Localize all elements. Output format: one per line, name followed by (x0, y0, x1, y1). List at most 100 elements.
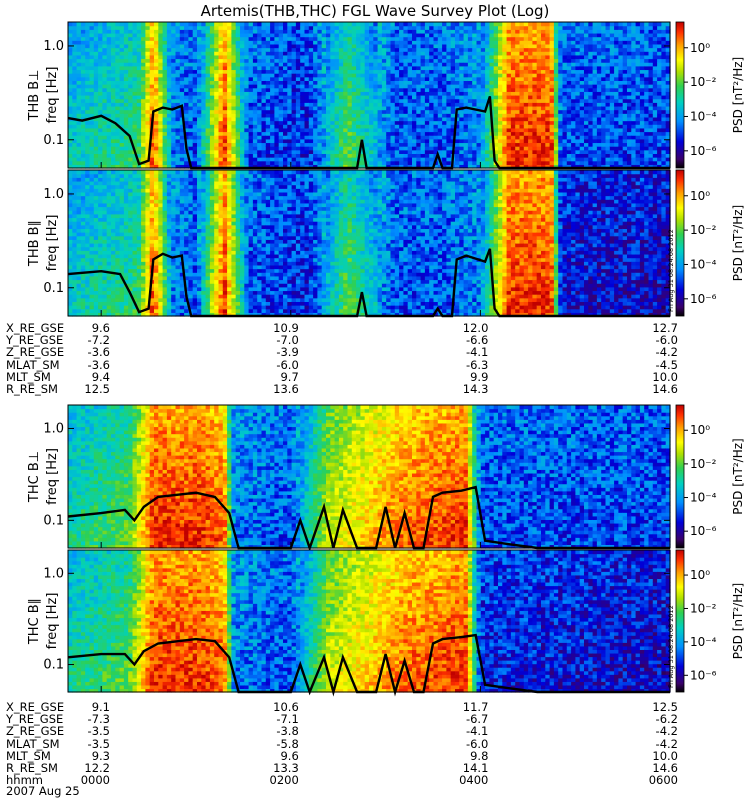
heatmap-cell (192, 142, 198, 147)
heatmap-cell (261, 32, 267, 38)
heatmap-cell (102, 58, 108, 63)
heatmap-cell (330, 124, 336, 129)
heatmap-cell (489, 69, 495, 74)
heatmap-cell (128, 146, 134, 151)
heatmap-cell (252, 124, 258, 129)
heatmap-cell (442, 109, 447, 114)
heatmap-cell (476, 124, 482, 129)
heatmap-cell (416, 73, 422, 78)
heatmap-cell (235, 98, 241, 103)
heatmap-cell (158, 73, 164, 78)
heatmap-cell (416, 69, 422, 74)
heatmap-cell (141, 124, 146, 129)
heatmap-cell (171, 91, 177, 96)
heatmap-cell (360, 47, 366, 52)
heatmap-cell (588, 54, 594, 60)
heatmap-cell (111, 127, 116, 133)
heatmap-cell (257, 87, 263, 92)
heatmap-cell (467, 120, 473, 125)
heatmap-cell (429, 124, 435, 129)
heatmap-cell (89, 124, 95, 129)
heatmap-cell (270, 164, 275, 169)
heatmap-cell (351, 40, 357, 45)
heatmap-cell (308, 87, 314, 92)
heatmap-cell (98, 160, 103, 165)
heatmap-cell (244, 54, 250, 60)
heatmap-cell (536, 109, 542, 114)
heatmap-cell (523, 43, 529, 49)
heatmap-cell (476, 51, 482, 56)
heatmap-cell (412, 138, 417, 144)
heatmap-cell (119, 62, 125, 67)
heatmap-cell (373, 65, 379, 71)
heatmap-cell (106, 127, 112, 133)
heatmap-cell (596, 62, 602, 67)
heatmap-cell (545, 157, 551, 162)
heatmap-cell (450, 105, 456, 111)
heatmap-cell (72, 47, 78, 52)
heatmap-cell (89, 22, 95, 27)
heatmap-cell (584, 80, 589, 85)
heatmap-cell (123, 29, 129, 34)
heatmap-cell (399, 98, 404, 103)
heatmap-cell (89, 157, 95, 162)
heatmap-cell (326, 36, 331, 41)
heatmap-cell (334, 149, 340, 154)
heatmap-cell (115, 65, 121, 71)
heatmap-cell (252, 98, 258, 103)
heatmap-cell (119, 153, 125, 158)
heatmap-cell (429, 40, 435, 45)
heatmap-cell (545, 25, 551, 30)
heatmap-cell (381, 149, 387, 154)
heatmap-cell (373, 80, 379, 85)
heatmap-cell (562, 138, 568, 144)
heatmap-cell (523, 87, 529, 92)
heatmap-cell (476, 58, 482, 63)
heatmap-cell (209, 127, 215, 133)
heatmap-cell (532, 47, 538, 52)
heatmap-cell (364, 32, 370, 38)
heatmap-cell (330, 127, 336, 133)
heatmap-cell (308, 29, 314, 34)
heatmap-cell (493, 157, 499, 162)
heatmap-cell (106, 25, 112, 30)
heatmap-cell (584, 153, 589, 158)
heatmap-cell (227, 73, 232, 78)
heatmap-cell (295, 127, 301, 133)
heatmap-cell (373, 116, 379, 122)
heatmap-cell (283, 109, 288, 114)
heatmap-cell (115, 164, 121, 169)
heatmap-cell (252, 146, 258, 151)
heatmap-cell (472, 29, 478, 34)
heatmap-cell (76, 32, 82, 38)
heatmap-cell (123, 153, 129, 158)
heatmap-cell (356, 109, 361, 114)
heatmap-cell (523, 146, 529, 151)
heatmap-cell (369, 29, 374, 34)
heatmap-cell (89, 84, 95, 89)
heatmap-cell (283, 105, 288, 111)
heatmap-cell (162, 113, 168, 118)
heatmap-cell (257, 29, 263, 34)
heatmap-cell (446, 62, 452, 67)
heatmap-cell (317, 22, 323, 27)
heatmap-cell (519, 127, 525, 133)
heatmap-cell (115, 95, 121, 100)
heatmap-cell (179, 95, 185, 100)
heatmap-cell (313, 105, 318, 111)
heatmap-cell (450, 124, 456, 129)
heatmap-cell (287, 22, 293, 27)
heatmap-cell (205, 95, 211, 100)
heatmap-cell (455, 40, 460, 45)
heatmap-cell (76, 25, 82, 30)
heatmap-cell (532, 164, 538, 169)
heatmap-cell (270, 131, 275, 136)
heatmap-cell (128, 32, 134, 38)
heatmap-cell (433, 32, 439, 38)
heatmap-cell (467, 102, 473, 107)
heatmap-cell (381, 62, 387, 67)
heatmap-cell (287, 84, 293, 89)
heatmap-cell (506, 149, 512, 154)
heatmap-cell (184, 98, 189, 103)
heatmap-cell (403, 138, 409, 144)
